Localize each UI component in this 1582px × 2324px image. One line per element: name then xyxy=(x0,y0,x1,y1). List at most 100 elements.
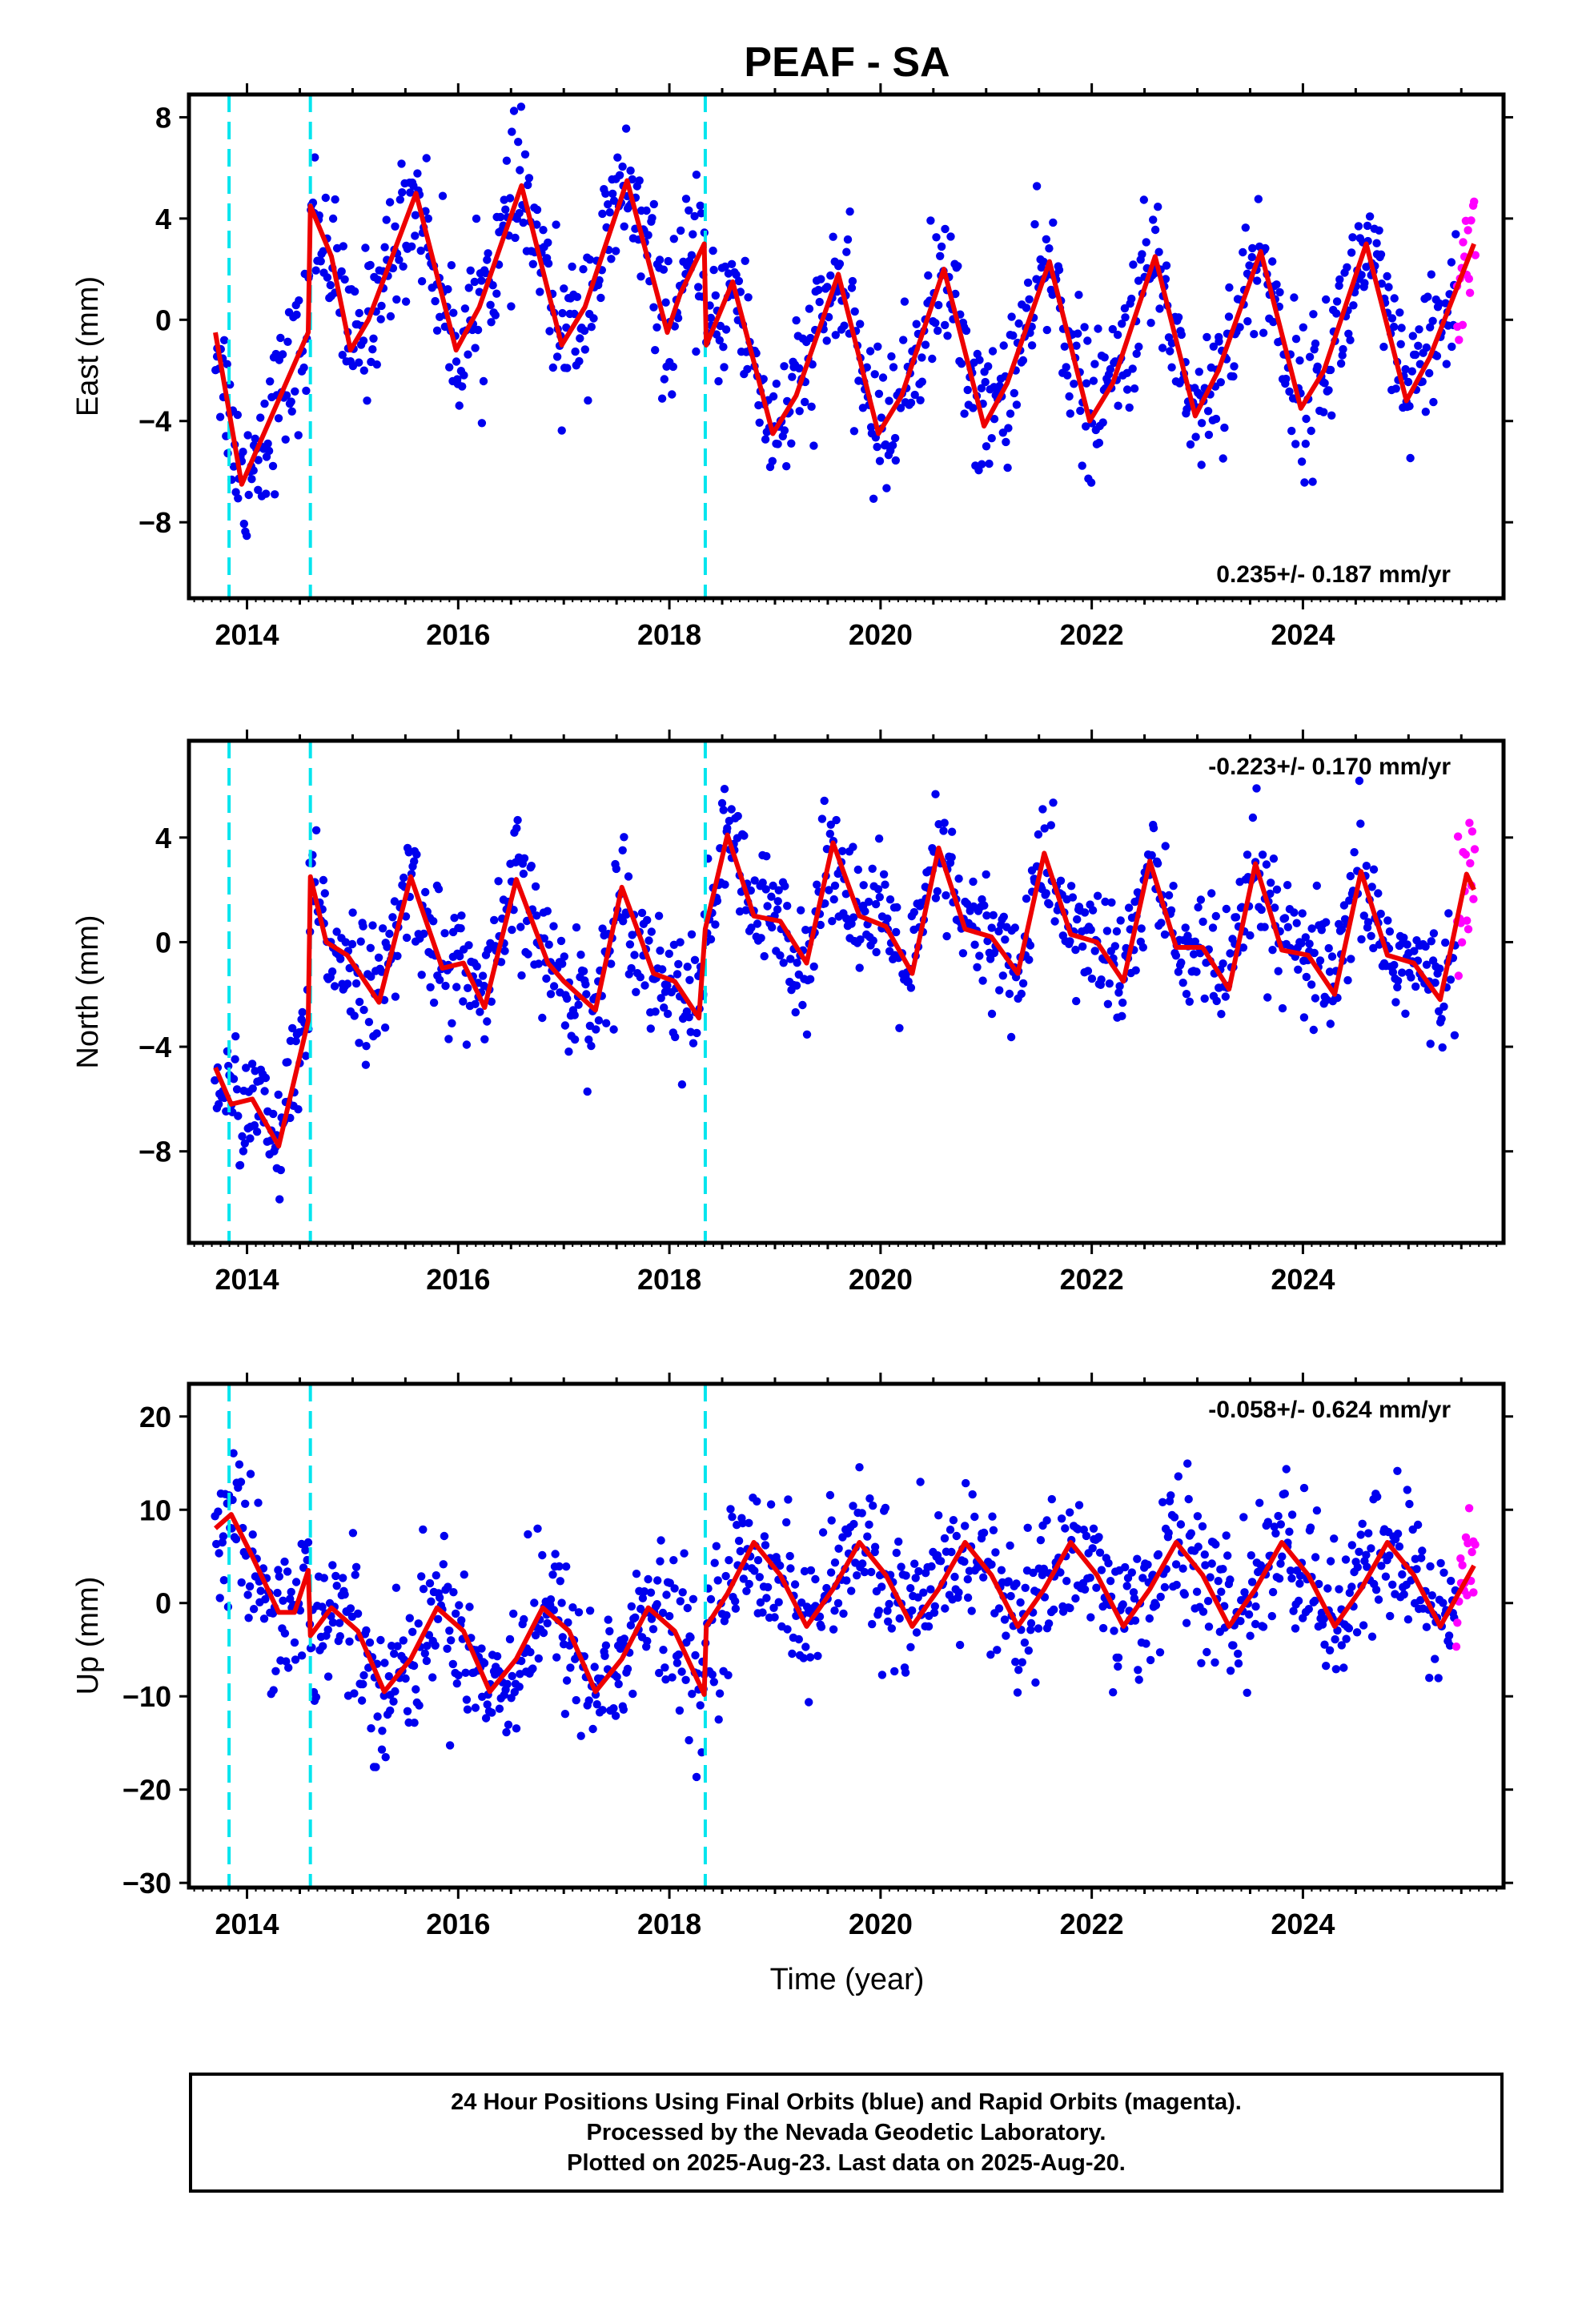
final-orbit-point xyxy=(1070,380,1078,388)
final-orbit-point xyxy=(978,976,987,985)
final-orbit-point xyxy=(1223,1551,1232,1560)
final-orbit-point xyxy=(1150,225,1160,235)
final-orbit-point xyxy=(564,1047,573,1056)
final-orbit-point xyxy=(613,153,622,162)
final-orbit-point xyxy=(761,885,770,894)
final-orbit-point xyxy=(784,1495,793,1504)
final-orbit-point xyxy=(598,1706,607,1715)
final-orbit-point xyxy=(1362,1550,1371,1559)
final-orbit-point xyxy=(1246,931,1255,940)
final-orbit-point xyxy=(1194,903,1203,912)
final-orbit-point xyxy=(447,261,456,270)
final-orbit-point xyxy=(745,1518,753,1528)
final-orbit-point xyxy=(1174,1472,1183,1481)
final-orbit-point xyxy=(1244,1610,1254,1619)
final-orbit-point xyxy=(875,456,885,465)
final-orbit-point xyxy=(408,242,416,251)
final-orbit-point xyxy=(1269,317,1278,327)
final-orbit-point xyxy=(1004,1577,1013,1586)
final-orbit-point xyxy=(311,153,319,162)
final-orbit-point xyxy=(1170,1513,1179,1522)
final-orbit-point xyxy=(1226,949,1235,958)
final-orbit-point xyxy=(1332,309,1341,318)
final-orbit-point xyxy=(725,1556,733,1565)
final-orbit-point xyxy=(584,1035,593,1044)
final-orbit-point xyxy=(434,885,444,894)
final-orbit-point xyxy=(502,1727,511,1737)
final-orbit-point xyxy=(816,920,825,930)
final-orbit-point xyxy=(1331,1665,1341,1674)
final-orbit-point xyxy=(1024,1646,1034,1655)
final-orbit-point xyxy=(445,1741,455,1750)
final-orbit-point xyxy=(1326,365,1335,375)
final-orbit-point xyxy=(355,308,363,318)
final-orbit-point xyxy=(592,1025,600,1034)
final-orbit-point xyxy=(323,1625,332,1634)
final-orbit-point xyxy=(1020,1638,1030,1647)
final-orbit-point xyxy=(1204,430,1214,440)
final-orbit-point xyxy=(1045,244,1054,253)
final-orbit-point xyxy=(1056,876,1066,886)
final-orbit-point xyxy=(1044,1619,1054,1628)
final-orbit-point xyxy=(951,289,960,299)
final-orbit-point xyxy=(1211,1540,1220,1549)
final-orbit-point xyxy=(1364,1529,1373,1538)
final-orbit-point xyxy=(706,313,716,323)
final-orbit-point xyxy=(662,1590,671,1599)
final-orbit-point xyxy=(589,314,598,323)
final-orbit-point xyxy=(1145,1614,1154,1623)
final-orbit-point xyxy=(421,887,430,897)
final-orbit-point xyxy=(881,1503,890,1513)
final-orbit-point xyxy=(962,326,971,336)
final-orbit-point xyxy=(1005,989,1014,999)
final-orbit-point xyxy=(860,1567,869,1577)
final-orbit-point xyxy=(1299,323,1308,332)
final-orbit-point xyxy=(598,924,607,933)
final-orbit-point xyxy=(871,899,881,909)
final-orbit-point xyxy=(575,356,584,366)
final-orbit-point xyxy=(372,1029,381,1038)
final-orbit-point xyxy=(477,1644,486,1653)
final-orbit-point xyxy=(612,247,620,255)
final-orbit-point xyxy=(542,974,551,983)
final-orbit-point xyxy=(675,1706,685,1715)
final-orbit-point xyxy=(596,293,605,303)
final-orbit-point xyxy=(1432,352,1442,360)
final-orbit-point xyxy=(1309,310,1318,319)
final-orbit-point xyxy=(263,439,272,448)
final-orbit-point xyxy=(960,1557,969,1566)
final-orbit-point xyxy=(1182,1618,1191,1627)
final-orbit-point xyxy=(741,256,749,265)
final-orbit-point xyxy=(759,375,768,384)
final-orbit-point xyxy=(335,1632,344,1641)
final-orbit-point xyxy=(1167,363,1176,372)
final-orbit-point xyxy=(1325,1646,1335,1655)
final-orbit-point xyxy=(1307,426,1315,436)
final-orbit-point xyxy=(832,815,841,825)
final-orbit-point xyxy=(797,906,805,915)
final-orbit-point xyxy=(988,1512,997,1521)
final-orbit-point xyxy=(1381,1572,1391,1581)
final-orbit-point xyxy=(1094,1533,1103,1542)
final-orbit-point xyxy=(693,1028,701,1038)
final-orbit-point xyxy=(516,166,524,175)
final-orbit-point xyxy=(755,1573,764,1582)
final-orbit-point xyxy=(618,846,627,855)
final-orbit-point xyxy=(246,1470,255,1478)
final-orbit-point xyxy=(868,1619,877,1629)
final-orbit-point xyxy=(414,1619,423,1628)
final-orbit-point xyxy=(1083,967,1093,975)
final-orbit-point xyxy=(297,1651,307,1660)
final-orbit-point xyxy=(301,1051,311,1060)
final-orbit-point xyxy=(1129,1588,1138,1597)
final-orbit-point xyxy=(431,296,440,306)
final-orbit-point xyxy=(503,1679,512,1689)
final-orbit-point xyxy=(368,921,377,930)
final-orbit-point xyxy=(262,489,271,498)
final-orbit-point xyxy=(398,188,407,197)
final-orbit-point xyxy=(1301,440,1311,448)
final-orbit-point xyxy=(532,205,542,215)
final-orbit-point xyxy=(673,314,683,323)
final-orbit-point xyxy=(916,1478,925,1486)
final-orbit-point xyxy=(452,983,461,991)
